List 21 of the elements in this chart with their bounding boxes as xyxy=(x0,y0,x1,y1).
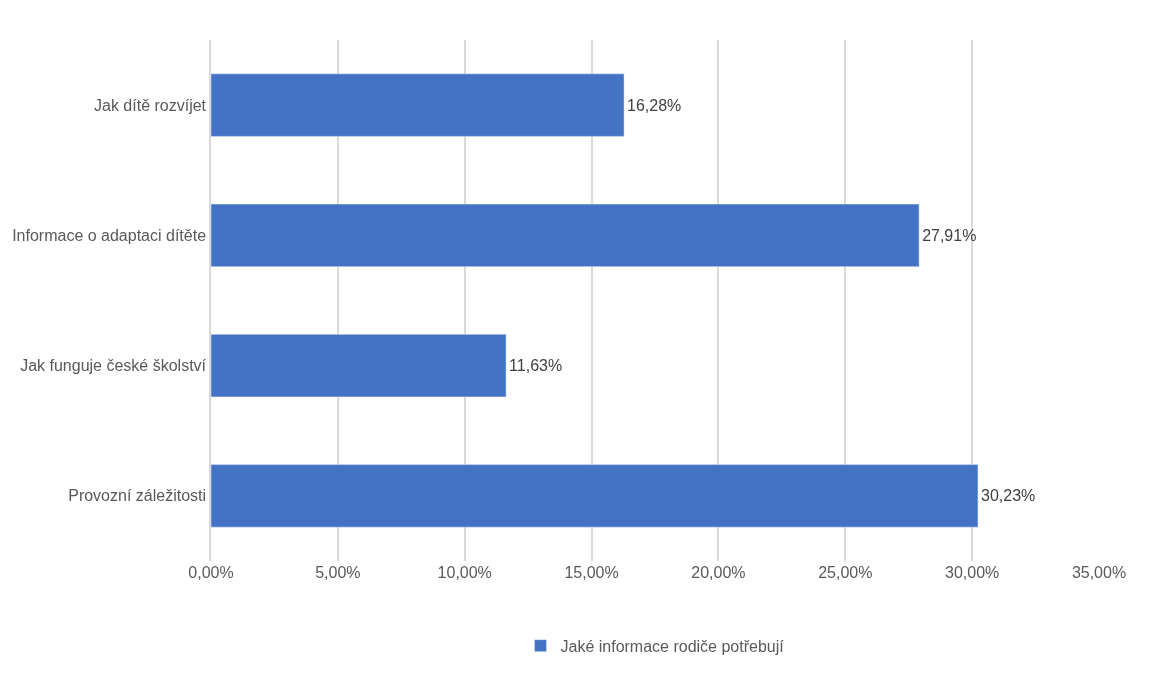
x-tick-label: 15,00% xyxy=(564,564,619,581)
x-tick-label: 25,00% xyxy=(818,564,873,581)
bar xyxy=(211,334,507,398)
x-tick-label: 5,00% xyxy=(315,564,361,581)
x-tick-label: 10,00% xyxy=(437,564,492,581)
x-tick-label: 35,00% xyxy=(1071,564,1127,581)
y-tick-label: Jak funguje české školství xyxy=(20,357,207,375)
data-label: 27,91% xyxy=(922,226,977,244)
data-label: 30,23% xyxy=(980,487,1036,505)
x-tick-label: 0,00% xyxy=(188,564,234,581)
y-tick-label: Jak dítě rozvíjet xyxy=(94,96,207,114)
y-tick-label: Provozní záležitosti xyxy=(68,487,207,505)
legend-label: Jaké informace rodiče potřebují xyxy=(560,637,785,655)
data-label: 11,63% xyxy=(509,357,563,375)
x-tick-label: 30,00% xyxy=(945,564,1000,581)
bar xyxy=(211,464,979,528)
x-tick-label: 20,00% xyxy=(691,564,746,581)
bar xyxy=(211,203,920,267)
bar xyxy=(211,73,625,137)
y-tick-label: Informace o adaptaci dítěte xyxy=(12,226,207,244)
data-label: 16,28% xyxy=(627,96,682,114)
